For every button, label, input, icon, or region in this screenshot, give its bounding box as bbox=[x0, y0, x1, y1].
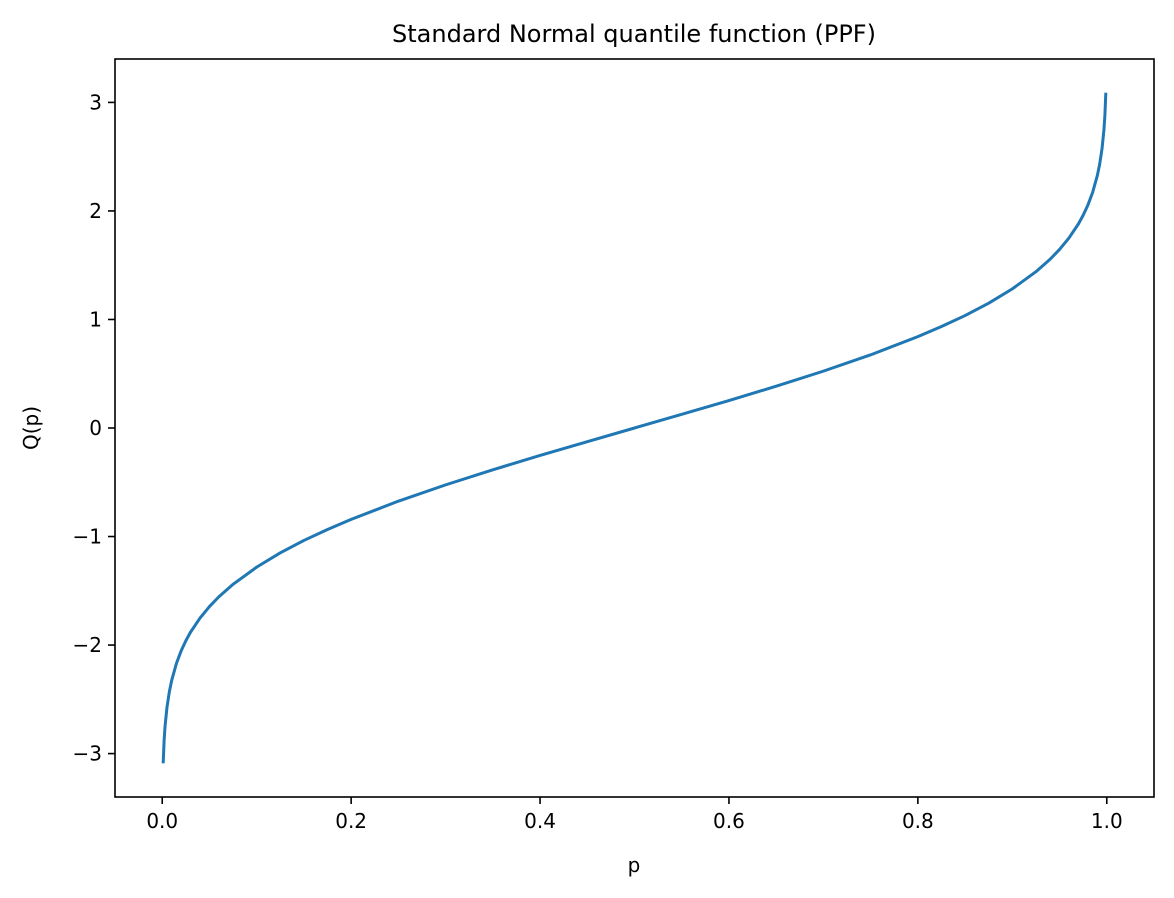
y-axis-label: Q(p) bbox=[19, 406, 43, 450]
chart-title: Standard Normal quantile function (PPF) bbox=[392, 20, 876, 48]
x-tick-label: 0.4 bbox=[524, 809, 556, 833]
series-line-0 bbox=[161, 92, 1108, 764]
y-tick-label: 2 bbox=[89, 199, 102, 223]
y-axis: −3 −2 −1 0 1 2 3 bbox=[73, 90, 115, 766]
y-tick-label: −1 bbox=[73, 525, 102, 549]
x-tick-label: 0.8 bbox=[902, 809, 934, 833]
y-tick-label: −3 bbox=[73, 742, 102, 766]
y-tick-label: 3 bbox=[89, 90, 102, 114]
x-tick-label: 1.0 bbox=[1091, 809, 1123, 833]
x-axis-label: p bbox=[628, 853, 641, 877]
y-tick-label: −2 bbox=[73, 633, 102, 657]
plot-area bbox=[161, 92, 1108, 764]
x-tick-label: 0.0 bbox=[146, 809, 178, 833]
y-tick-label: 1 bbox=[89, 307, 102, 331]
x-tick-label: 0.2 bbox=[335, 809, 367, 833]
plot-frame bbox=[114, 58, 1155, 798]
x-axis: 0.0 0.2 0.4 0.6 0.8 1.0 bbox=[146, 797, 1123, 833]
x-tick-label: 0.6 bbox=[713, 809, 745, 833]
y-tick-label: 0 bbox=[89, 416, 102, 440]
